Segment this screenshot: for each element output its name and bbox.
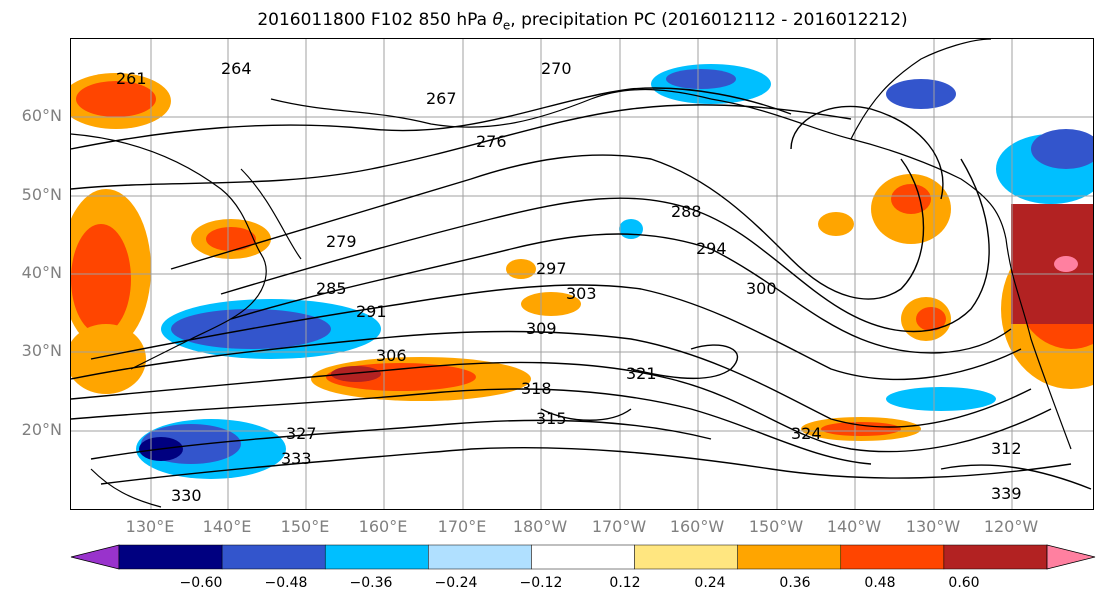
colorbar-tick: 0.48 xyxy=(864,575,896,591)
contour-label-group: 261 264 267 270 276 279 285 288 291 294 … xyxy=(116,59,1022,505)
lat-label: 20°N xyxy=(21,420,62,439)
colorbar-tick: 0.36 xyxy=(779,575,811,591)
colorbar-segment xyxy=(840,544,945,570)
contour-label-339: 339 xyxy=(991,484,1022,503)
contour-label-315: 315 xyxy=(536,409,567,428)
contour-label-279: 279 xyxy=(326,232,357,251)
map-panel: 261 264 267 270 276 279 285 288 291 294 … xyxy=(70,38,1094,510)
colorbar-segment xyxy=(118,544,223,570)
colorbar-tick: 0.60 xyxy=(948,575,980,591)
contour-label-324: 324 xyxy=(791,424,822,443)
contour-label-264: 264 xyxy=(221,59,252,78)
colorbar-segment xyxy=(531,544,635,570)
lon-label: 140°E xyxy=(202,517,252,536)
contour-label-261: 261 xyxy=(116,69,147,88)
lon-label: 160°W xyxy=(669,517,725,536)
contour-label-333: 333 xyxy=(281,449,312,468)
lon-label: 130°W xyxy=(905,517,961,536)
colorbar-segment xyxy=(324,544,429,570)
lat-label: 60°N xyxy=(21,106,62,125)
contour-label-300: 300 xyxy=(746,279,777,298)
lat-label: 50°N xyxy=(21,185,62,204)
gridlines xyxy=(71,39,1093,509)
lon-label: 140°W xyxy=(826,517,882,536)
contour-label-297: 297 xyxy=(536,259,567,278)
colorbar-tick: −0.60 xyxy=(179,575,223,591)
lon-label: 170°W xyxy=(591,517,647,536)
colorbar-tick: 0.12 xyxy=(609,575,641,591)
lat-label: 30°N xyxy=(21,341,62,360)
colorbar-segment xyxy=(737,544,842,570)
contour-label-285: 285 xyxy=(316,279,347,298)
lon-label: 170°E xyxy=(437,517,487,536)
colorbar-segment xyxy=(943,544,1048,570)
colorbar-low-extension xyxy=(70,544,120,570)
colorbar xyxy=(70,544,1096,570)
colorbar-tick: −0.48 xyxy=(264,575,308,591)
lon-label: 150°E xyxy=(280,517,330,536)
map-title: 2016011800 F102 850 hPa θe, precipitatio… xyxy=(257,10,908,33)
colorbar-segment xyxy=(428,544,532,570)
colorbar-tick: −0.24 xyxy=(434,575,478,591)
colorbar-tick: −0.36 xyxy=(349,575,393,591)
colorbar-segment xyxy=(221,544,326,570)
colorbar-segment xyxy=(634,544,738,570)
lon-label: 180°W xyxy=(512,517,568,536)
contour-label-327: 327 xyxy=(286,424,317,443)
contour-label-270: 270 xyxy=(541,59,572,78)
colorbar-segments xyxy=(70,544,1096,570)
contour-label-291: 291 xyxy=(356,302,387,321)
lon-label: 150°W xyxy=(748,517,804,536)
contour-label-303: 303 xyxy=(566,284,597,303)
contour-label-312: 312 xyxy=(991,439,1022,458)
contour-label-276: 276 xyxy=(476,132,507,151)
contour-label-267: 267 xyxy=(426,89,457,108)
precip-shading xyxy=(71,64,1093,479)
lat-label: 40°N xyxy=(21,263,62,282)
lon-label: 120°W xyxy=(983,517,1039,536)
map-plot: 261 264 267 270 276 279 285 288 291 294 … xyxy=(71,39,1093,509)
contour-label-294: 294 xyxy=(696,239,727,258)
contour-label-288: 288 xyxy=(671,202,702,221)
contour-label-318: 318 xyxy=(521,379,552,398)
coastlines xyxy=(71,39,1072,508)
lon-label: 160°E xyxy=(358,517,408,536)
colorbar-tick: −0.12 xyxy=(519,575,563,591)
theta-e-contours xyxy=(71,87,1092,490)
contour-label-330: 330 xyxy=(171,486,202,505)
lon-label: 130°E xyxy=(125,517,175,536)
colorbar-tick: 0.24 xyxy=(694,575,726,591)
colorbar-high-extension xyxy=(1046,544,1096,570)
contour-label-309: 309 xyxy=(526,319,557,338)
contour-label-321: 321 xyxy=(626,364,657,383)
contour-label-306: 306 xyxy=(376,346,407,365)
